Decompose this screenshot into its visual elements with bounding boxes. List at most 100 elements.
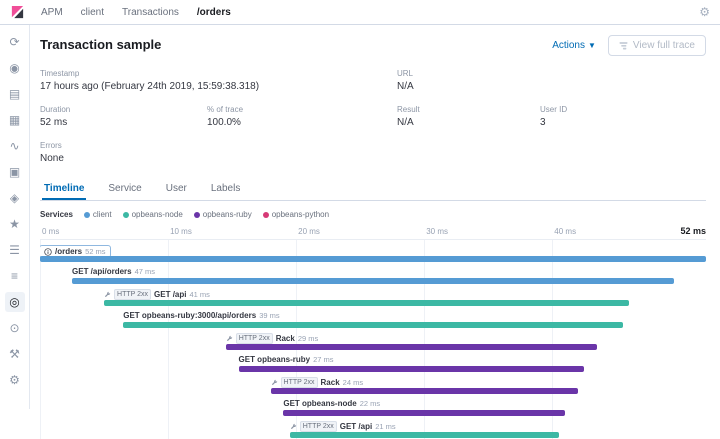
infrastructure-icon: ☰ — [9, 243, 20, 257]
kibana-logo[interactable] — [10, 5, 25, 20]
waterfall-item-label: HTTP 2xx GET /api 41 ms — [104, 289, 210, 300]
sidebar-item-uptime[interactable]: ⊙ — [5, 318, 25, 338]
breadcrumb-item-orders: /orders — [196, 6, 231, 18]
legend-dot — [122, 211, 129, 218]
machine-learning-icon: ★ — [9, 217, 20, 231]
legend-dot — [262, 211, 269, 218]
sidebar-item-logs[interactable]: ≡ — [5, 266, 25, 286]
waterfall-item[interactable]: HTTP 2xx GET /api 41 ms — [40, 289, 706, 306]
breadcrumb-item-transactions[interactable]: Transactions — [122, 6, 179, 18]
waterfall-item[interactable]: HTTP 2xx Rack 24 ms — [40, 377, 706, 394]
span-name: GET /api/orders — [72, 267, 132, 276]
span-bar[interactable] — [40, 256, 706, 262]
kibana-logo-icon — [11, 5, 24, 18]
waterfall-item-label: GET opbeans-ruby 27 ms — [239, 355, 334, 364]
transaction-icon — [290, 423, 297, 430]
span-duration: 29 ms — [297, 334, 319, 343]
http-status-badge: HTTP 2xx — [235, 333, 273, 344]
span-duration: 39 ms — [259, 311, 280, 320]
legend-title: Services — [40, 210, 73, 219]
waterfall-item-label: GET opbeans-node 22 ms — [283, 399, 380, 408]
metadata-value: 17 hours ago (February 24th 2019, 15:59:… — [40, 81, 260, 92]
sidebar-item-maps[interactable]: ◈ — [5, 188, 25, 208]
sidebar-item-management[interactable]: ⚙ — [5, 370, 25, 390]
span-duration: 27 ms — [313, 355, 334, 364]
tab-timeline[interactable]: Timeline — [42, 179, 86, 200]
metadata-pct-of-trace: % of trace 100.0% — [207, 105, 397, 128]
metadata-errors: Errors None — [40, 141, 397, 164]
topbar-settings-icon[interactable]: ⚙ — [699, 5, 710, 19]
tab-service[interactable]: Service — [106, 179, 143, 200]
transaction-icon — [271, 379, 278, 386]
sidebar-item-dashboard[interactable]: ▦ — [5, 110, 25, 130]
sidebar-item-discover[interactable]: ◉ — [5, 58, 25, 78]
tab-labels[interactable]: Labels — [209, 179, 242, 200]
sidebar-item-recently-viewed[interactable]: ⟳ — [5, 32, 25, 52]
metadata-label: Duration — [40, 105, 71, 114]
actions-dropdown[interactable]: Actions ▼ — [552, 40, 596, 51]
maps-icon: ◈ — [9, 191, 20, 205]
waterfall-item-label: HTTP 2xx GET /api 21 ms — [290, 421, 396, 432]
span-bar[interactable] — [238, 366, 585, 372]
breadcrumb-item-apm[interactable]: APM — [41, 6, 63, 18]
sidebar-item-timelion[interactable]: ∿ — [5, 136, 25, 156]
dashboard-icon: ▦ — [8, 113, 21, 127]
span-bar[interactable] — [289, 432, 559, 438]
metadata-user-id: User ID 3 — [540, 105, 706, 128]
waterfall-item[interactable]: GET opbeans-node 22 ms — [40, 399, 706, 416]
axis-tick: 20 ms — [298, 227, 320, 236]
waterfall-item-label: GET /api/orders 47 ms — [72, 267, 155, 276]
legend-label: client — [92, 210, 112, 219]
sidebar-item-infrastructure[interactable]: ☰ — [5, 240, 25, 260]
span-bar[interactable] — [225, 344, 598, 350]
metadata-url: URL N/A — [397, 69, 706, 92]
waterfall-item[interactable]: HTTP 2xx Rack 29 ms — [40, 333, 706, 350]
metadata-label: % of trace — [207, 105, 244, 114]
span-name: Rack — [320, 378, 340, 387]
axis-tick: 0 ms — [42, 227, 60, 236]
transaction-icon — [104, 291, 111, 298]
legend-opbeans-ruby: opbeans-ruby — [193, 210, 252, 219]
metadata-label: Timestamp — [40, 69, 80, 78]
waterfall-item[interactable]: HTTP 2xx GET /api 21 ms — [40, 421, 706, 438]
span-name: Rack — [275, 334, 295, 343]
metadata-result: Result N/A — [397, 105, 540, 128]
management-icon: ⚙ — [9, 373, 20, 387]
time-axis: 52 ms 0 ms 10 ms 20 ms 30 ms 40 ms — [40, 225, 706, 240]
transaction-icon — [226, 335, 233, 342]
waterfall-item[interactable]: GET opbeans-ruby:3000/api/orders 39 ms — [40, 311, 706, 328]
sidebar-item-apm[interactable]: ◎ — [4, 292, 25, 312]
span-bar[interactable] — [123, 322, 623, 328]
span-name: GET opbeans-ruby:3000/api/orders — [123, 311, 257, 320]
canvas-icon: ▣ — [8, 165, 21, 179]
span-name: GET opbeans-node — [283, 399, 357, 408]
waterfall-item[interactable]: GET /api/orders 47 ms — [40, 267, 706, 284]
breadcrumb-item-client[interactable]: client — [80, 6, 105, 18]
sidebar-item-visualize[interactable]: ▤ — [5, 84, 25, 104]
waterfall-item-label: HTTP 2xx Rack 24 ms — [271, 377, 363, 388]
recently-viewed-icon: ⟳ — [9, 35, 20, 49]
metadata-value: None — [40, 153, 64, 164]
span-bar[interactable] — [104, 300, 630, 306]
metadata-value: 100.0% — [207, 117, 241, 128]
axis-tick: 10 ms — [170, 227, 192, 236]
sidebar-item-dev-tools[interactable]: ⚒ — [5, 344, 25, 364]
sidebar-item-machine-learning[interactable]: ★ — [5, 214, 25, 234]
waterfall-item[interactable]: /orders 52 ms — [40, 245, 706, 262]
waterfall-item[interactable]: GET opbeans-ruby 27 ms — [40, 355, 706, 372]
sidebar-item-canvas[interactable]: ▣ — [5, 162, 25, 182]
metadata-label: URL — [397, 69, 414, 78]
legend-dot — [193, 211, 200, 218]
span-bar[interactable] — [270, 388, 578, 394]
view-full-trace-button[interactable]: View full trace — [607, 35, 706, 56]
span-bar[interactable] — [283, 410, 566, 416]
axis-tick: 40 ms — [554, 227, 577, 236]
span-duration: 47 ms — [134, 267, 156, 276]
legend-label: opbeans-node — [131, 210, 183, 219]
timelion-icon: ∿ — [9, 139, 20, 153]
legend-dot — [83, 211, 90, 218]
transaction-sample-panel: Transaction sample Actions ▼ View full t… — [30, 25, 720, 439]
tab-user[interactable]: User — [164, 179, 189, 200]
metadata-label: Errors — [40, 141, 62, 150]
span-bar[interactable] — [72, 278, 674, 284]
